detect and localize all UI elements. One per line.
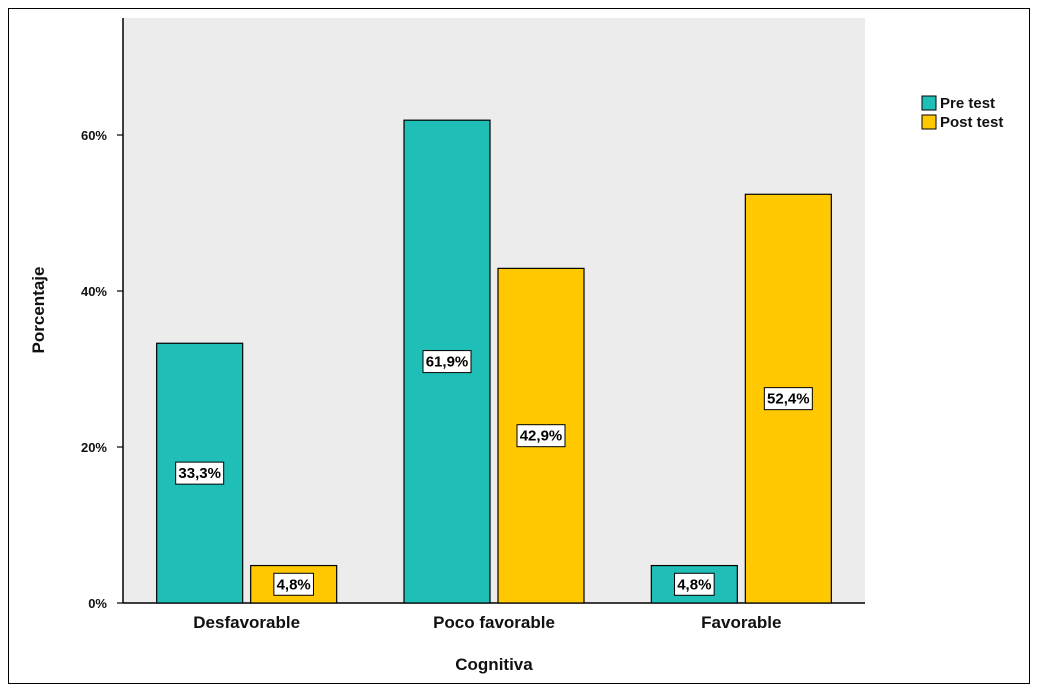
data-label-box bbox=[273, 572, 314, 596]
data-label-box bbox=[674, 572, 715, 596]
bars: 33,3% 4,8% 61,9% 42,9% 4,8% 52,4% bbox=[156, 119, 832, 604]
data-label-box bbox=[516, 424, 566, 448]
y-ticks: 0% 20% 40% 60% bbox=[81, 128, 123, 611]
data-label: 42,9% bbox=[520, 428, 563, 445]
y-tick-label: 60% bbox=[81, 128, 107, 143]
legend-swatch bbox=[921, 114, 937, 130]
legend-swatch bbox=[921, 95, 937, 111]
data-label-box bbox=[422, 350, 472, 374]
legend-label: Pre test bbox=[940, 95, 995, 112]
x-tick-label: Poco favorable bbox=[433, 613, 555, 632]
plot-area bbox=[123, 18, 865, 603]
data-label: 52,4% bbox=[767, 391, 810, 408]
data-label: 4,8% bbox=[677, 576, 711, 593]
y-axis-title: Porcentaje bbox=[29, 267, 48, 354]
y-tick-label: 40% bbox=[81, 284, 107, 299]
data-label: 4,8% bbox=[277, 576, 311, 593]
data-label: 33,3% bbox=[178, 465, 221, 482]
x-category-labels: Desfavorable Poco favorable Favorable bbox=[193, 613, 781, 632]
y-tick-label: 0% bbox=[88, 596, 107, 611]
legend: Pre test Post test bbox=[921, 95, 1003, 131]
data-label-box bbox=[763, 387, 813, 411]
data-label-box bbox=[175, 461, 225, 485]
data-label: 61,9% bbox=[426, 354, 469, 371]
y-tick-label: 20% bbox=[81, 440, 107, 455]
x-tick-label: Favorable bbox=[701, 613, 781, 632]
legend-label: Post test bbox=[940, 114, 1003, 131]
x-axis-title: Cognitiva bbox=[455, 655, 533, 674]
x-tick-label: Desfavorable bbox=[193, 613, 300, 632]
